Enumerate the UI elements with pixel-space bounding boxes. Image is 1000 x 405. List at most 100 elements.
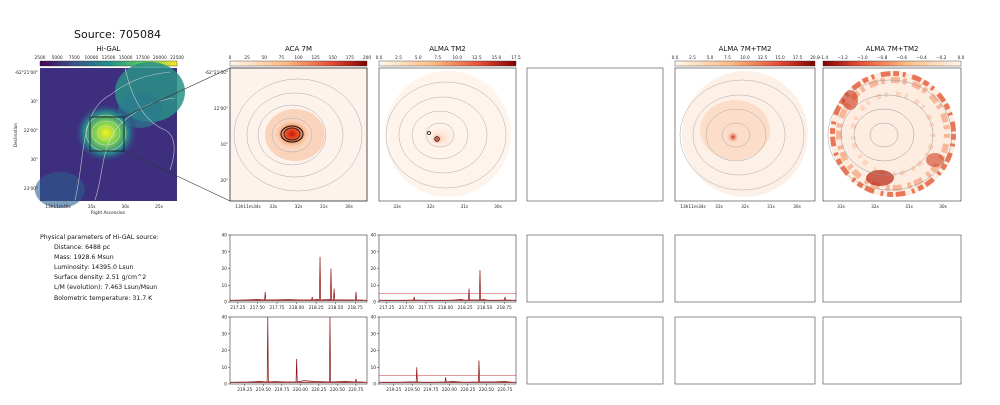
- colorbar-tick-label: 17.5: [511, 55, 521, 61]
- colorbar-tick-label: 0.0: [958, 55, 965, 61]
- x-tick-label: 25s: [155, 204, 163, 210]
- x-tick-label: 30s: [345, 204, 353, 210]
- y-tick-label: 10": [221, 142, 228, 148]
- x-tick-label: 219.50: [405, 387, 420, 393]
- spectrum-frame: [378, 316, 517, 385]
- spectrum-frame: [378, 234, 517, 303]
- colorbar-tick-label: 20000: [153, 55, 167, 61]
- y-tick-label: 30: [222, 249, 228, 255]
- x-axis-label: Right Ascension: [91, 210, 126, 216]
- x-tick-label: 218.00: [289, 305, 304, 311]
- x-tick-label: 33s: [393, 204, 401, 210]
- image-panels: 2500 5000 7500 10000 12500 15000 17500 20000 225…: [13, 55, 965, 216]
- x-tick-label: 30s: [494, 204, 502, 210]
- x-tick-label: 33s: [837, 204, 845, 210]
- x-tick-label: 219.25: [386, 387, 401, 393]
- aca-colorbar: [229, 60, 368, 67]
- colorbar-tick-label: 12.5: [472, 55, 482, 61]
- x-tick-label: 219.50: [256, 387, 271, 393]
- empty-spectrum-panel: [822, 234, 962, 303]
- x-tick-label: 220.75: [348, 387, 363, 393]
- higal-colorbar: [39, 60, 178, 67]
- x-tick-label: 220.25: [460, 387, 475, 393]
- x-tick-label: 35s: [88, 204, 96, 210]
- x-tick-label: 220.50: [479, 387, 494, 393]
- colorbar-tick-label: 0: [229, 55, 232, 61]
- empty-image-panel: [526, 67, 664, 202]
- empty-spectrum-panel: [674, 316, 816, 385]
- x-tick-label: 218.75: [348, 305, 363, 311]
- y-tick-label: 0: [373, 300, 376, 306]
- colorbar-tick-label: 200: [363, 55, 371, 61]
- x-tick-label: 32s: [741, 204, 749, 210]
- y-tick-label: 30: [371, 249, 377, 255]
- y-tick-label: 0: [224, 382, 227, 388]
- y-tick-label: 0: [224, 300, 227, 306]
- x-tick-label: 33s: [715, 204, 723, 210]
- x-tick-label: 218.25: [309, 305, 324, 311]
- x-tick-label: 218.75: [497, 305, 512, 311]
- colorbar-tick-label: 125: [312, 55, 320, 61]
- x-tick-label: 217.50: [399, 305, 414, 311]
- x-tick-label: 218.25: [458, 305, 473, 311]
- param-distance: Distance: 6488 pc: [54, 244, 111, 252]
- panel-title-tm2: ALMA TM2: [429, 45, 466, 53]
- 7m-tm2-residual-colorbar: [822, 60, 962, 67]
- y-tick-label: 20: [371, 348, 377, 354]
- y-tick-label: 20": [221, 178, 228, 184]
- x-tick-label: 219.25: [237, 387, 252, 393]
- colorbar-tick-label: 5000: [52, 55, 63, 61]
- x-tick-label: 13h11m40s: [45, 204, 71, 210]
- x-tick-label: 30s: [121, 204, 129, 210]
- x-tick-label: 219.75: [423, 387, 438, 393]
- colorbar-tick-label: −1.0: [857, 55, 868, 61]
- colorbar-tick-label: 15.0: [492, 55, 502, 61]
- x-tick-label: 31s: [767, 204, 775, 210]
- empty-spectrum-panel: [526, 234, 664, 303]
- x-tick-label: 32s: [427, 204, 435, 210]
- y-tick-label: 30": [31, 99, 38, 105]
- x-tick-label: 31s: [905, 204, 913, 210]
- figure-title: Source: 705084: [74, 28, 161, 41]
- colorbar-tick-label: 17.5: [793, 55, 803, 61]
- colorbar-tick-label: 20.0: [810, 55, 820, 61]
- y-tick-label: 30": [31, 157, 38, 163]
- colorbar-tick-label: −0.8: [877, 55, 888, 61]
- colorbar-tick-label: −1.4: [818, 55, 829, 61]
- y-tick-label: 23'00": [24, 186, 38, 192]
- y-tick-label: -62°21'50": [205, 70, 228, 76]
- panel-title-aca: ACA 7M: [284, 45, 313, 53]
- colorbar-tick-label: 7500: [69, 55, 80, 61]
- colorbar-tick-label: 0.0: [672, 55, 679, 61]
- colorbar-tick-label: 10000: [85, 55, 99, 61]
- colorbar-tick-label: 12500: [102, 55, 116, 61]
- y-tick-label: 30: [222, 331, 228, 337]
- x-tick-label: 217.50: [250, 305, 265, 311]
- y-tick-label: -62°21'00": [15, 70, 38, 76]
- colorbar-tick-label: 10.0: [740, 55, 750, 61]
- 7m-tm2-colorbar: [674, 60, 816, 67]
- spectrum-frame: [229, 234, 368, 303]
- tm2-spectrum-1: 0 10 20 30 40 217.25 217.50 217.75 218.00 218.25 2…: [371, 233, 517, 311]
- 7m-tm2-image: [674, 67, 816, 202]
- colorbar-tick-label: −0.4: [916, 55, 927, 61]
- param-surface-density: Surface density: 2.51 g/cm^2: [54, 274, 147, 282]
- y-tick-label: 30: [371, 331, 377, 337]
- aca-spectrum-1: 0 10 20 30 40 217.25 217.50 217.75 218.00 218.25 2…: [222, 233, 368, 311]
- y-tick-label: 10: [222, 365, 228, 371]
- panel-title-7m-tm2-residual: ALMA 7M+TM2: [865, 45, 919, 53]
- spectrum-frame: [229, 316, 368, 385]
- colorbar-tick-label: 7.5: [434, 55, 441, 61]
- x-tick-label: 30s: [939, 204, 947, 210]
- y-tick-label: 10: [371, 365, 377, 371]
- colorbar-tick-label: 5.0: [707, 55, 714, 61]
- param-l-over-m: L/M (evolution): 7.463 Lsun/Msun: [54, 284, 158, 292]
- x-tick-label: 32s: [871, 204, 879, 210]
- colorbar-tick-label: −1.2: [837, 55, 848, 61]
- param-mass: Mass: 1928.6 Msun: [54, 254, 114, 262]
- colorbar-tick-label: 2.5: [395, 55, 402, 61]
- x-tick-label: 32s: [295, 204, 303, 210]
- colorbar-tick-label: 25: [244, 55, 250, 61]
- empty-spectrum-panel: [674, 234, 816, 303]
- y-tick-label: 40: [371, 315, 377, 321]
